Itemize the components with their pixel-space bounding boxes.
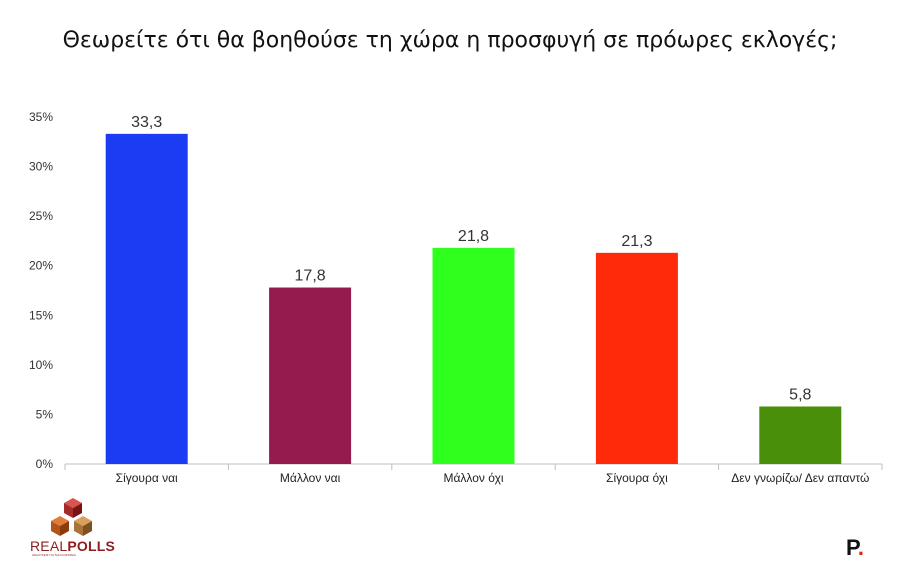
y-tick-label: 5% bbox=[36, 407, 54, 421]
y-tick-label: 15% bbox=[29, 308, 53, 322]
bars bbox=[105, 133, 842, 464]
chart-title: Θεωρείτε ότι θα βοηθούσε τη χώρα η προσφ… bbox=[62, 28, 838, 53]
bar bbox=[432, 247, 515, 464]
bar-value-label: 17,8 bbox=[295, 268, 326, 285]
bar-value-label: 21,8 bbox=[458, 228, 489, 245]
bar-value-label: 33,3 bbox=[131, 114, 162, 131]
x-category-label: Σίγουρα ναι bbox=[116, 471, 178, 485]
logo-cubes-icon bbox=[51, 498, 92, 536]
logo-wordmark: REALPOLLS bbox=[30, 538, 116, 554]
y-axis: 0% 5% 10% 15% 20% 25% 30% 35% bbox=[29, 110, 53, 471]
y-tick-label: 0% bbox=[36, 457, 54, 471]
y-tick-label: 25% bbox=[29, 209, 53, 223]
x-category-label: Δεν γνωρίζω/ Δεν απαντώ bbox=[731, 471, 869, 485]
x-category-label: Σίγουρα όχι bbox=[606, 471, 668, 485]
bar-value-label: 5,8 bbox=[789, 386, 811, 403]
publisher-mark: P. bbox=[846, 535, 864, 560]
y-tick-label: 30% bbox=[29, 160, 53, 174]
bar bbox=[759, 406, 842, 464]
y-tick-label: 35% bbox=[29, 110, 53, 124]
bar-value-label: 21,3 bbox=[621, 233, 652, 250]
y-tick-label: 10% bbox=[29, 358, 53, 372]
y-tick-label: 20% bbox=[29, 259, 53, 273]
x-category-label: Μάλλον ναι bbox=[280, 471, 341, 485]
bar bbox=[595, 252, 678, 464]
data-labels: 33,3 17,8 21,8 21,3 5,8 bbox=[131, 114, 811, 404]
x-category-label: Μάλλον όχι bbox=[443, 471, 503, 485]
bar bbox=[269, 287, 352, 464]
realpolls-logo: REALPOLLS ΑΝΑΛΥΣΕΙΣ ΓΙΑ ΤΗΝ ΚΟΙΝΩΝΙΑ bbox=[30, 498, 115, 558]
x-axis: Σίγουρα ναι Μάλλον ναι Μάλλον όχι Σίγουρα ό… bbox=[64, 463, 883, 485]
bar bbox=[105, 133, 188, 464]
logo-tagline: ΑΝΑΛΥΣΕΙΣ ΓΙΑ ΤΗΝ ΚΟΙΝΩΝΙΑ bbox=[32, 553, 76, 557]
